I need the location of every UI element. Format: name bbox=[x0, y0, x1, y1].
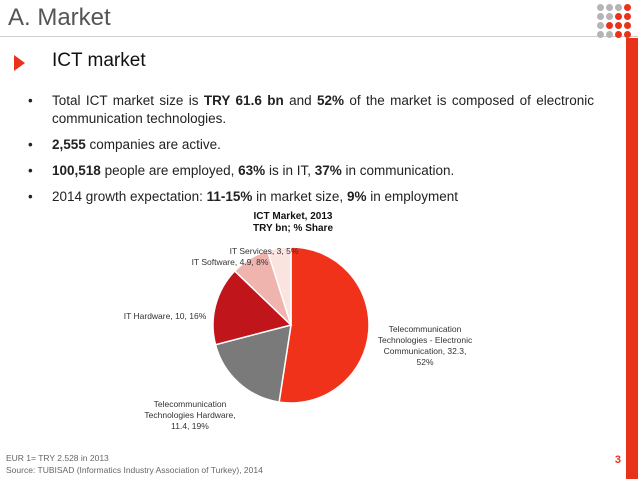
logo-dot bbox=[606, 31, 613, 38]
logo-dot bbox=[597, 22, 604, 29]
bullet-highlight: 9% bbox=[346, 189, 367, 204]
page-title: A. Market bbox=[8, 4, 111, 31]
logo-dot bbox=[624, 31, 631, 38]
bullet-text: and bbox=[283, 93, 317, 108]
footnote-exchange-rate: EUR 1= TRY 2.528 in 2013 bbox=[6, 453, 109, 463]
bullet-list: Total ICT market size is TRY 61.6 bn and… bbox=[26, 92, 594, 214]
logo-dot bbox=[624, 22, 631, 29]
pie-slice bbox=[266, 246, 292, 326]
bullet-text: in employment bbox=[366, 189, 458, 204]
pie-slice bbox=[214, 323, 292, 403]
page-number: 3 bbox=[614, 454, 621, 466]
slice-label: 52% bbox=[416, 357, 433, 367]
bullet-text: 2014 growth expectation: bbox=[52, 189, 207, 204]
slice-label: Communication, 32.3, bbox=[384, 346, 467, 356]
bullet-item: 2,555 companies are active. bbox=[26, 136, 594, 154]
slice-label: Telecommunication bbox=[389, 324, 462, 334]
chart-title: TRY bn; % Share bbox=[253, 223, 333, 234]
title-divider bbox=[0, 36, 638, 37]
slice-label: IT Hardware, 10, 16% bbox=[124, 311, 207, 321]
pie-slice bbox=[278, 246, 370, 404]
logo-dot bbox=[615, 22, 622, 29]
bullet-highlight: 52% bbox=[316, 93, 345, 108]
logo-dot bbox=[606, 22, 613, 29]
bullet-text: is in IT, bbox=[265, 163, 315, 178]
bullet-item: 2014 growth expectation: 11-15% in marke… bbox=[26, 188, 594, 206]
slice-label: Telecommunication bbox=[154, 399, 227, 409]
bullet-highlight: 37% bbox=[314, 163, 342, 178]
logo-dot bbox=[624, 4, 631, 11]
bullet-item: Total ICT market size is TRY 61.6 bn and… bbox=[26, 92, 594, 128]
bullet-highlight: 11-15% bbox=[206, 189, 253, 204]
logo-dots-icon bbox=[596, 3, 632, 39]
bullet-item: 100,518 people are employed, 63% is in I… bbox=[26, 162, 594, 180]
slice-label: Technologies - Electronic bbox=[378, 335, 473, 345]
accent-side-bar bbox=[626, 38, 638, 479]
bullet-text: of the market is composed of electronic … bbox=[52, 93, 594, 126]
chart-title: ICT Market, 2013 bbox=[254, 211, 333, 222]
logo-dot bbox=[597, 31, 604, 38]
bullet-text: people are employed, bbox=[100, 163, 239, 178]
logo-dot bbox=[597, 13, 604, 20]
slice-label: 11.4, 19% bbox=[171, 421, 209, 431]
logo-dot bbox=[615, 13, 622, 20]
section-arrow-icon bbox=[14, 55, 25, 71]
logo-dot bbox=[606, 13, 613, 20]
slice-label: IT Software, 4.9, 8% bbox=[192, 257, 269, 267]
bullet-highlight: 63% bbox=[238, 163, 266, 178]
bullet-text: in market size, bbox=[252, 189, 347, 204]
logo-dot bbox=[597, 4, 604, 11]
slice-label: Technologies Hardware, bbox=[144, 410, 235, 420]
bullet-highlight: 100,518 bbox=[52, 163, 101, 178]
bullet-text: in communication. bbox=[341, 163, 455, 178]
bullet-highlight: 2,555 bbox=[52, 137, 86, 152]
bullet-text: Total ICT market size is bbox=[52, 93, 204, 108]
slice-label: IT Services, 3, 5% bbox=[230, 246, 299, 256]
pie-slice bbox=[212, 269, 293, 346]
logo-dot bbox=[615, 4, 622, 11]
logo-dot bbox=[624, 13, 631, 20]
bullet-highlight: TRY 61.6 bn bbox=[203, 93, 284, 108]
logo-dot bbox=[615, 31, 622, 38]
footnote-source: Source: TUBISAD (Informatics Industry As… bbox=[6, 465, 263, 475]
logo-dot bbox=[606, 4, 613, 11]
section-title: ICT market bbox=[52, 50, 146, 71]
bullet-text: companies are active. bbox=[85, 137, 221, 152]
